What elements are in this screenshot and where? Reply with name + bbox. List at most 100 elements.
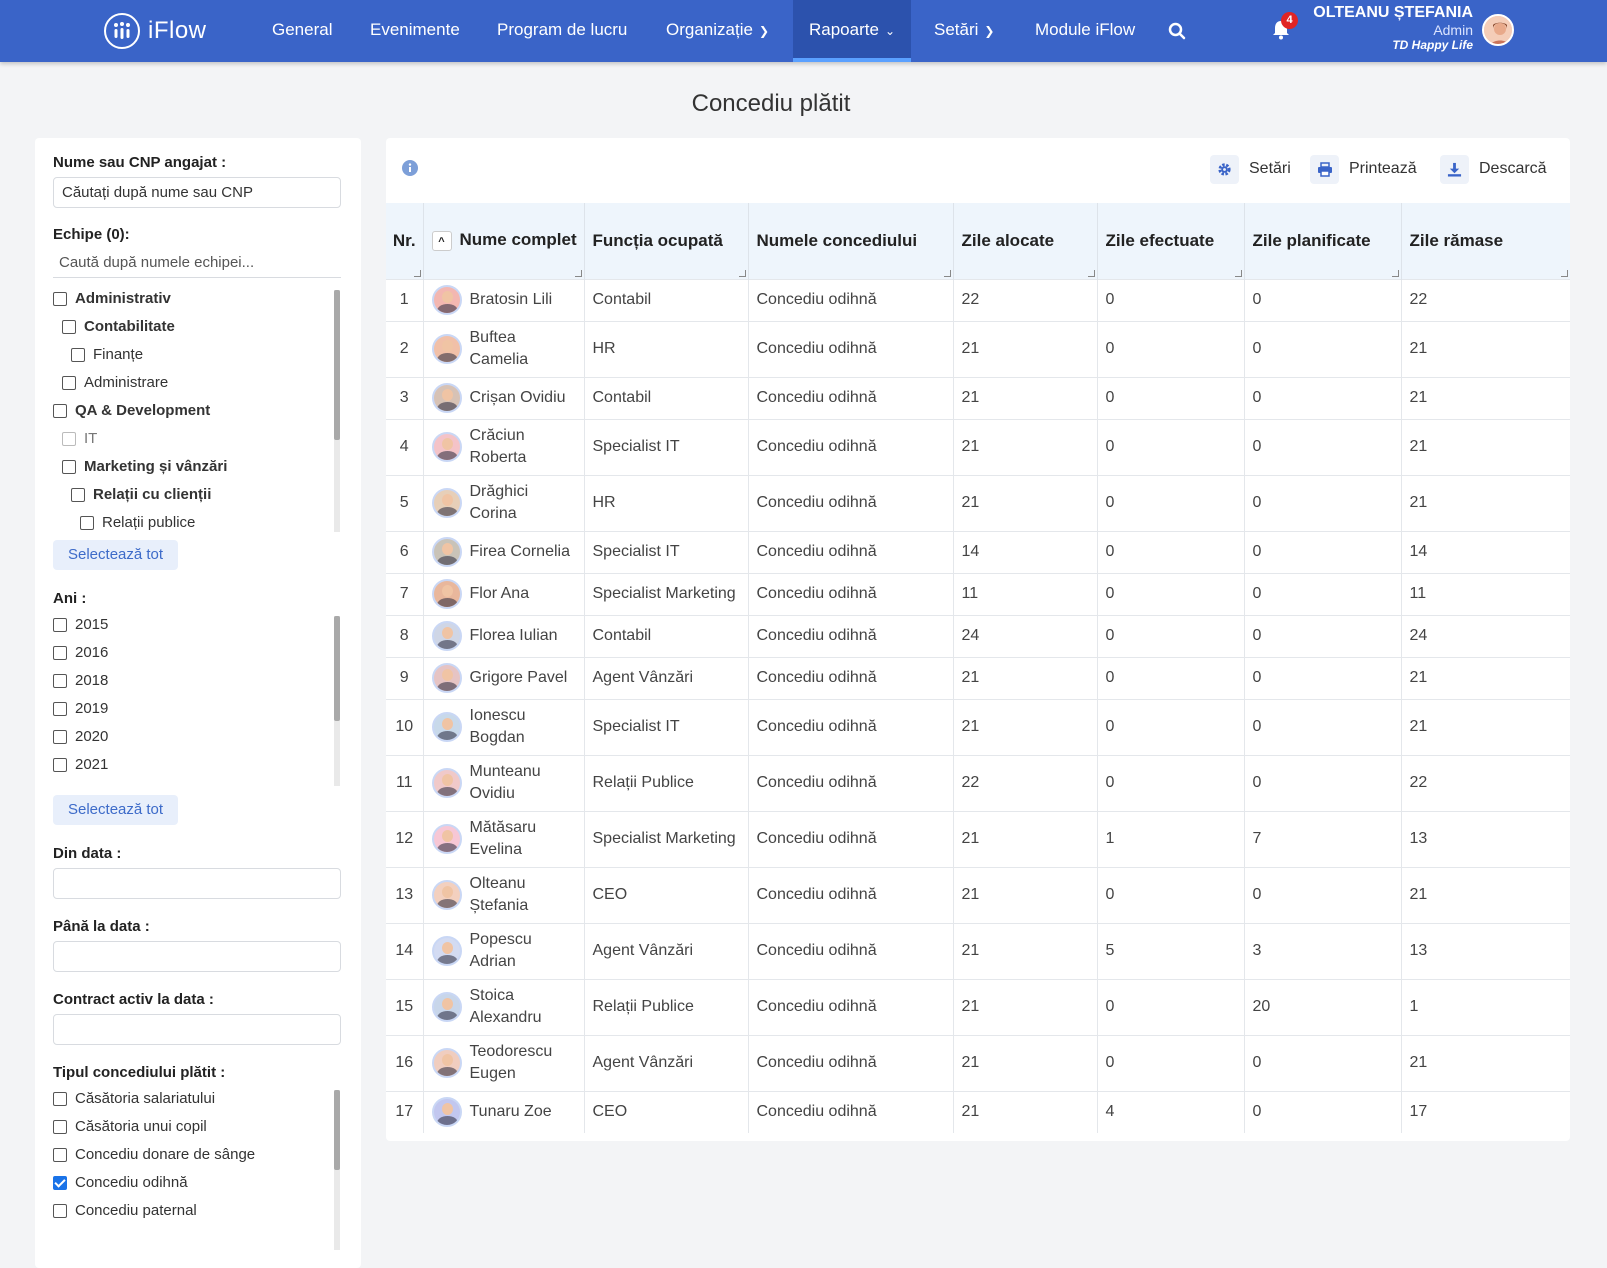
table-row[interactable]: 7 Flor Ana Specialist Marketing Concediu od… — [386, 572, 1570, 615]
nav-general[interactable]: General — [272, 0, 332, 62]
table-row[interactable]: 3 Crișan Ovidiu Contabil Concediu odihnă 21 0… — [386, 376, 1570, 419]
table-row[interactable]: 15 Stoica Alexandru Relații Publice Concedi… — [386, 978, 1570, 1035]
table-row[interactable]: 11 Munteanu Ovidiu Relații Publice Concediu… — [386, 754, 1570, 811]
table-row[interactable]: 13 Olteanu Ștefania CEO Concediu odihnă 21 0 0… — [386, 866, 1570, 923]
year-2016[interactable]: 2016 — [53, 644, 108, 661]
leave-type-item[interactable]: Concediu donare de sânge — [53, 1146, 255, 1163]
column-header-remaining[interactable]: Zile rămase — [1401, 203, 1570, 279]
cell-name[interactable]: Firea Cornelia — [423, 530, 585, 573]
select-all-years-button[interactable]: Selectează tot — [53, 795, 179, 825]
cell-name[interactable]: Mătăsaru Evelina — [423, 810, 585, 867]
cell-name[interactable]: Buftea Camelia — [423, 320, 585, 377]
table-row[interactable]: 12 Mătăsaru Evelina Specialist Marketing Co… — [386, 810, 1570, 867]
column-header-leave[interactable]: Numele concediului — [748, 203, 954, 279]
cell-name[interactable]: Ionescu Bogdan — [423, 698, 585, 755]
column-header-name[interactable]: ^ Nume complet — [423, 203, 585, 279]
checkbox[interactable] — [53, 1119, 67, 1134]
checkbox[interactable] — [53, 673, 67, 688]
checkbox[interactable] — [53, 729, 67, 744]
team-marketing[interactable]: Marketing și vânzări — [62, 458, 227, 475]
cell-name[interactable]: Teodorescu Eugen — [423, 1034, 585, 1091]
checkbox[interactable] — [53, 1091, 67, 1106]
table-row[interactable]: 17 Tunaru Zoe CEO Concediu odihnă 21 4 0 17 — [386, 1090, 1570, 1133]
scroll-thumb[interactable] — [334, 290, 340, 440]
table-row[interactable]: 2 Buftea Camelia HR Concediu odihnă 21 0 0 21 — [386, 320, 1570, 377]
search-icon[interactable] — [1168, 0, 1186, 62]
checkbox[interactable] — [53, 291, 67, 306]
years-scrollbar[interactable] — [334, 616, 340, 786]
nav-rapoarte[interactable]: Rapoarte ⌄ — [793, 0, 911, 62]
cell-name[interactable]: Crăciun Roberta — [423, 418, 585, 475]
column-header-planned[interactable]: Zile planificate — [1244, 203, 1402, 279]
team-search-input[interactable]: Caută după numele echipei... — [53, 250, 341, 278]
checkbox[interactable] — [80, 515, 94, 530]
checkbox[interactable] — [53, 757, 67, 772]
checkbox[interactable] — [53, 645, 67, 660]
info-icon[interactable] — [402, 160, 418, 181]
nav-organizatie[interactable]: Organizație ❯ — [666, 0, 769, 62]
checkbox[interactable] — [53, 1147, 67, 1162]
column-header-allocated[interactable]: Zile alocate — [953, 203, 1098, 279]
year-2019[interactable]: 2019 — [53, 700, 108, 717]
year-2020[interactable]: 2020 — [53, 728, 108, 745]
name-search-input[interactable]: Căutați după nume sau CNP — [53, 177, 341, 208]
table-row[interactable]: 9 Grigore Pavel Agent Vânzări Concediu odih… — [386, 656, 1570, 699]
cell-name[interactable]: Munteanu Ovidiu — [423, 754, 585, 811]
team-finante[interactable]: Finanțe — [71, 346, 143, 363]
sort-asc-icon[interactable]: ^ — [431, 231, 452, 251]
column-header-role[interactable]: Funcția ocupată — [584, 203, 749, 279]
leave-type-item[interactable]: Căsătoria salariatului — [53, 1090, 215, 1107]
user-menu[interactable]: OLTEANU ȘTEFANIA Admin TD Happy Life — [1313, 4, 1473, 52]
column-header-taken[interactable]: Zile efectuate — [1097, 203, 1245, 279]
select-all-teams-button[interactable]: Selectează tot — [53, 540, 179, 570]
table-row[interactable]: 8 Florea Iulian Contabil Concediu odihnă 24 0… — [386, 614, 1570, 657]
cell-name[interactable]: Olteanu Ștefania — [423, 866, 585, 923]
to-date-input[interactable] — [53, 941, 341, 972]
year-2021[interactable]: 2021 — [53, 756, 108, 773]
checkbox-checked[interactable] — [53, 1175, 67, 1190]
checkbox[interactable] — [62, 459, 76, 474]
table-row[interactable]: 1 Bratosin Lili Contabil Concediu odihnă 22 0… — [386, 278, 1570, 321]
scroll-thumb[interactable] — [334, 1090, 340, 1170]
download-button[interactable]: Descarcă — [1440, 154, 1547, 184]
cell-name[interactable]: Bratosin Lili — [423, 278, 585, 321]
team-administrare[interactable]: Administrare — [62, 374, 168, 391]
settings-button[interactable]: Setări — [1210, 154, 1291, 184]
cell-name[interactable]: Flor Ana — [423, 572, 585, 615]
logo[interactable]: iFlow — [104, 13, 207, 49]
cell-name[interactable]: Tunaru Zoe — [423, 1090, 585, 1133]
print-button[interactable]: Printează — [1310, 154, 1417, 184]
checkbox[interactable] — [62, 319, 76, 334]
checkbox[interactable] — [71, 347, 85, 362]
nav-setari[interactable]: Setări ❯ — [934, 0, 994, 62]
checkbox[interactable] — [62, 375, 76, 390]
nav-module-iflow[interactable]: Module iFlow — [1035, 0, 1135, 62]
checkbox[interactable] — [53, 617, 67, 632]
avatar[interactable] — [1482, 14, 1514, 46]
team-contabilitate[interactable]: Contabilitate — [62, 318, 175, 335]
checkbox[interactable] — [53, 701, 67, 716]
leave-types-scrollbar[interactable] — [334, 1090, 340, 1250]
cell-name[interactable]: Grigore Pavel — [423, 656, 585, 699]
table-row[interactable]: 5 Drăghici Corina HR Concediu odihnă 21 0 0 21 — [386, 474, 1570, 531]
table-row[interactable]: 6 Firea Cornelia Specialist IT Concediu odi… — [386, 530, 1570, 573]
table-row[interactable]: 16 Teodorescu Eugen Agent Vânzări Concediu … — [386, 1034, 1570, 1091]
nav-program-de-lucru[interactable]: Program de lucru — [497, 0, 627, 62]
checkbox[interactable] — [71, 487, 85, 502]
teams-scrollbar[interactable] — [334, 290, 340, 532]
cell-name[interactable]: Florea Iulian — [423, 614, 585, 657]
cell-name[interactable]: Stoica Alexandru — [423, 978, 585, 1035]
team-qa-development[interactable]: QA & Development — [53, 402, 210, 419]
from-date-input[interactable] — [53, 868, 341, 899]
leave-type-item[interactable]: Concediu paternal — [53, 1202, 197, 1219]
checkbox[interactable] — [53, 1203, 67, 1218]
leave-type-item[interactable]: Căsătoria unui copil — [53, 1118, 207, 1135]
team-administrativ[interactable]: Administrativ — [53, 290, 171, 307]
cell-name[interactable]: Drăghici Corina — [423, 474, 585, 531]
nav-evenimente[interactable]: Evenimente — [370, 0, 460, 62]
checkbox[interactable] — [53, 403, 67, 418]
table-row[interactable]: 4 Crăciun Roberta Specialist IT Concediu od… — [386, 418, 1570, 475]
cell-name[interactable]: Crișan Ovidiu — [423, 376, 585, 419]
year-2015[interactable]: 2015 — [53, 616, 108, 633]
scroll-thumb[interactable] — [334, 616, 340, 721]
